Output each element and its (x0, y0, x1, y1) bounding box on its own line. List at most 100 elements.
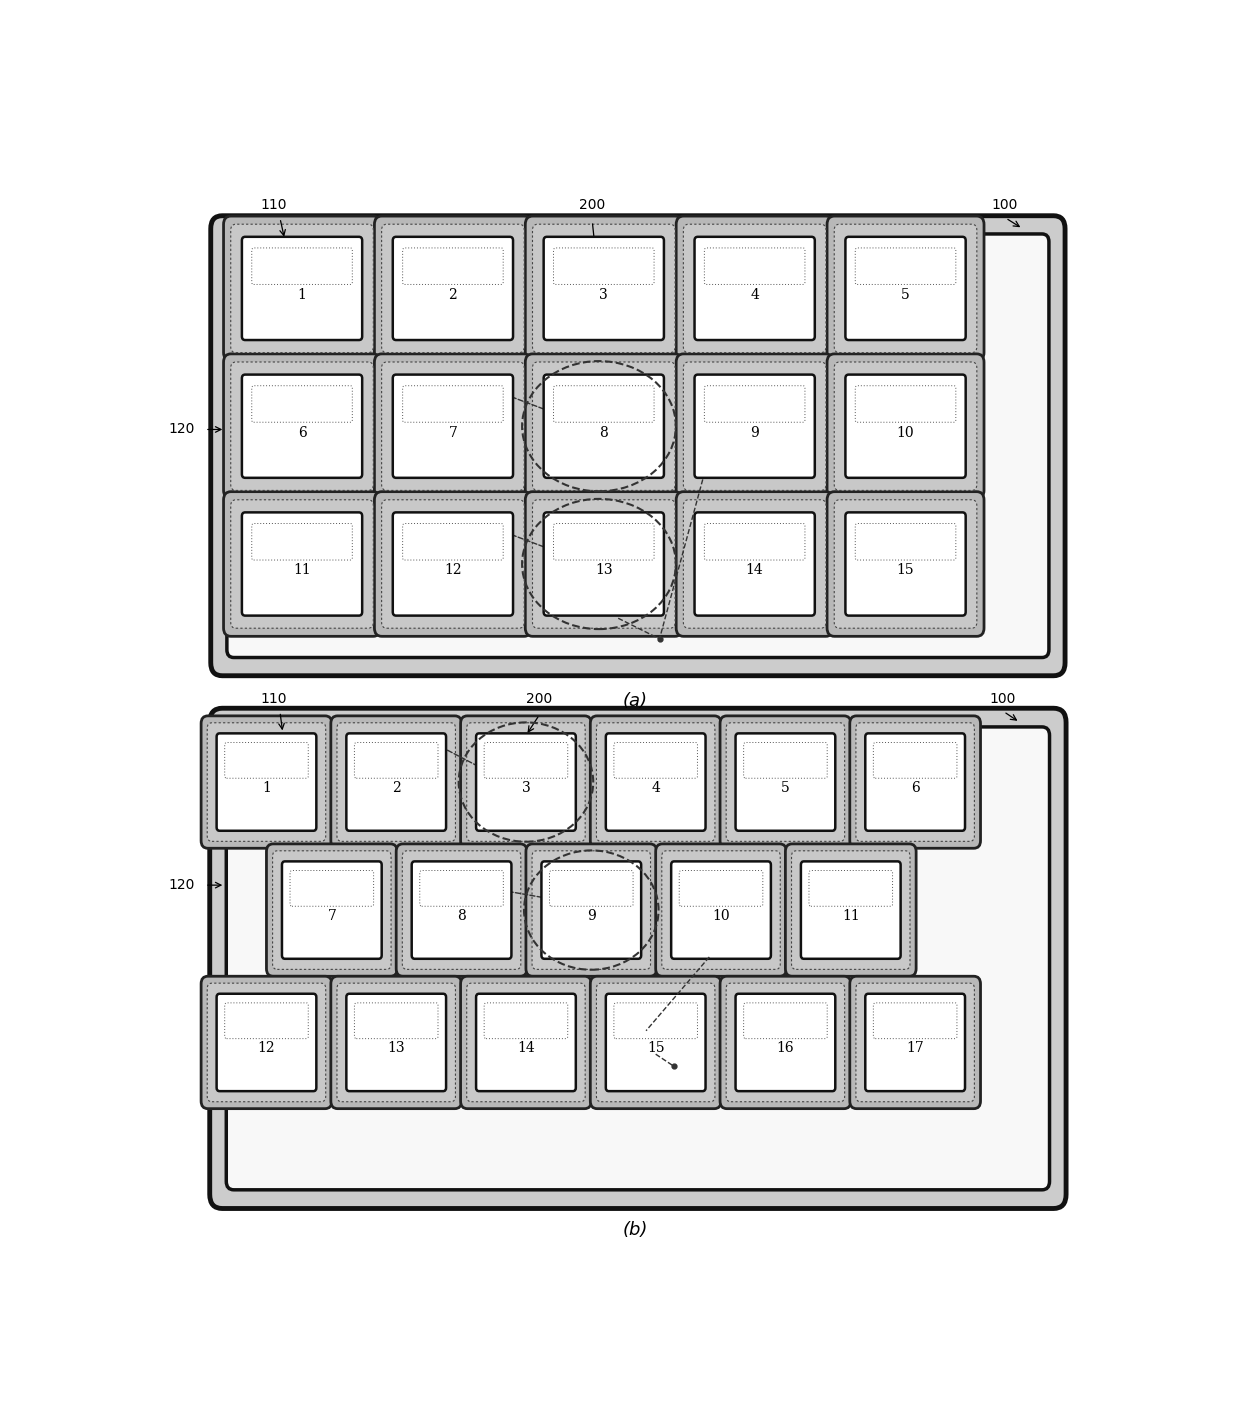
FancyBboxPatch shape (393, 375, 513, 478)
Text: 110: 110 (260, 692, 288, 706)
Text: 1: 1 (262, 781, 270, 795)
FancyBboxPatch shape (227, 234, 1049, 658)
FancyBboxPatch shape (337, 723, 455, 841)
FancyBboxPatch shape (242, 513, 362, 616)
FancyBboxPatch shape (207, 723, 326, 841)
Text: 5: 5 (901, 287, 910, 302)
FancyBboxPatch shape (374, 354, 532, 499)
FancyBboxPatch shape (676, 216, 833, 361)
FancyBboxPatch shape (393, 513, 513, 616)
FancyBboxPatch shape (866, 993, 965, 1091)
Text: 11: 11 (842, 909, 859, 923)
FancyBboxPatch shape (849, 976, 981, 1109)
FancyBboxPatch shape (543, 237, 663, 340)
FancyBboxPatch shape (683, 362, 826, 490)
Text: 10: 10 (897, 426, 914, 440)
Text: 3: 3 (522, 781, 531, 795)
Text: 13: 13 (387, 1041, 405, 1055)
Text: 8: 8 (599, 426, 608, 440)
FancyBboxPatch shape (466, 723, 585, 841)
FancyBboxPatch shape (846, 375, 966, 478)
FancyBboxPatch shape (526, 492, 682, 637)
FancyBboxPatch shape (532, 500, 675, 628)
Text: 14: 14 (745, 564, 764, 578)
FancyBboxPatch shape (606, 733, 706, 831)
Text: 16: 16 (776, 1041, 795, 1055)
FancyBboxPatch shape (207, 983, 326, 1102)
Text: 5: 5 (781, 781, 790, 795)
Text: 4: 4 (651, 781, 660, 795)
FancyBboxPatch shape (676, 492, 833, 637)
FancyBboxPatch shape (590, 716, 720, 848)
FancyBboxPatch shape (223, 216, 381, 361)
FancyBboxPatch shape (532, 851, 651, 969)
Text: 2: 2 (392, 781, 401, 795)
FancyBboxPatch shape (217, 993, 316, 1091)
FancyBboxPatch shape (532, 224, 675, 352)
FancyBboxPatch shape (374, 216, 532, 361)
FancyBboxPatch shape (542, 861, 641, 958)
FancyBboxPatch shape (694, 237, 815, 340)
Text: 200: 200 (526, 692, 553, 706)
FancyBboxPatch shape (835, 224, 977, 352)
Text: 14: 14 (517, 1041, 534, 1055)
Text: 200: 200 (579, 199, 605, 213)
Text: 9: 9 (587, 909, 595, 923)
Text: 110: 110 (260, 199, 288, 213)
FancyBboxPatch shape (374, 492, 532, 637)
FancyBboxPatch shape (397, 844, 527, 976)
FancyBboxPatch shape (676, 354, 833, 499)
Text: 12: 12 (258, 1041, 275, 1055)
FancyBboxPatch shape (231, 500, 373, 628)
FancyBboxPatch shape (223, 492, 381, 637)
FancyBboxPatch shape (727, 983, 844, 1102)
FancyBboxPatch shape (683, 224, 826, 352)
FancyBboxPatch shape (835, 500, 977, 628)
FancyBboxPatch shape (596, 723, 715, 841)
FancyBboxPatch shape (242, 237, 362, 340)
FancyBboxPatch shape (281, 861, 382, 958)
FancyBboxPatch shape (849, 716, 981, 848)
FancyBboxPatch shape (526, 216, 682, 361)
Text: 10: 10 (712, 909, 730, 923)
FancyBboxPatch shape (346, 733, 446, 831)
FancyBboxPatch shape (273, 851, 391, 969)
FancyBboxPatch shape (596, 983, 715, 1102)
Text: 120: 120 (169, 423, 195, 437)
FancyBboxPatch shape (656, 844, 786, 976)
FancyBboxPatch shape (735, 733, 836, 831)
Text: 1: 1 (298, 287, 306, 302)
FancyBboxPatch shape (791, 851, 910, 969)
FancyBboxPatch shape (846, 237, 966, 340)
FancyBboxPatch shape (337, 983, 455, 1102)
Text: 6: 6 (910, 781, 920, 795)
FancyBboxPatch shape (201, 716, 332, 848)
FancyBboxPatch shape (683, 500, 826, 628)
FancyBboxPatch shape (382, 224, 525, 352)
FancyBboxPatch shape (526, 354, 682, 499)
FancyBboxPatch shape (210, 709, 1066, 1209)
FancyBboxPatch shape (694, 375, 815, 478)
FancyBboxPatch shape (543, 513, 663, 616)
FancyBboxPatch shape (223, 354, 381, 499)
Text: 15: 15 (647, 1041, 665, 1055)
FancyBboxPatch shape (217, 733, 316, 831)
FancyBboxPatch shape (201, 976, 332, 1109)
FancyBboxPatch shape (532, 362, 675, 490)
Text: 8: 8 (458, 909, 466, 923)
FancyBboxPatch shape (331, 716, 461, 848)
FancyBboxPatch shape (590, 976, 720, 1109)
FancyBboxPatch shape (476, 993, 575, 1091)
Text: 11: 11 (293, 564, 311, 578)
FancyBboxPatch shape (466, 983, 585, 1102)
FancyBboxPatch shape (662, 851, 780, 969)
FancyBboxPatch shape (827, 492, 985, 637)
FancyBboxPatch shape (827, 354, 985, 499)
Text: 7: 7 (327, 909, 336, 923)
FancyBboxPatch shape (242, 375, 362, 478)
Text: 120: 120 (169, 878, 195, 892)
FancyBboxPatch shape (460, 976, 591, 1109)
FancyBboxPatch shape (226, 727, 1049, 1189)
Text: 100: 100 (990, 692, 1016, 706)
Text: 2: 2 (449, 287, 458, 302)
